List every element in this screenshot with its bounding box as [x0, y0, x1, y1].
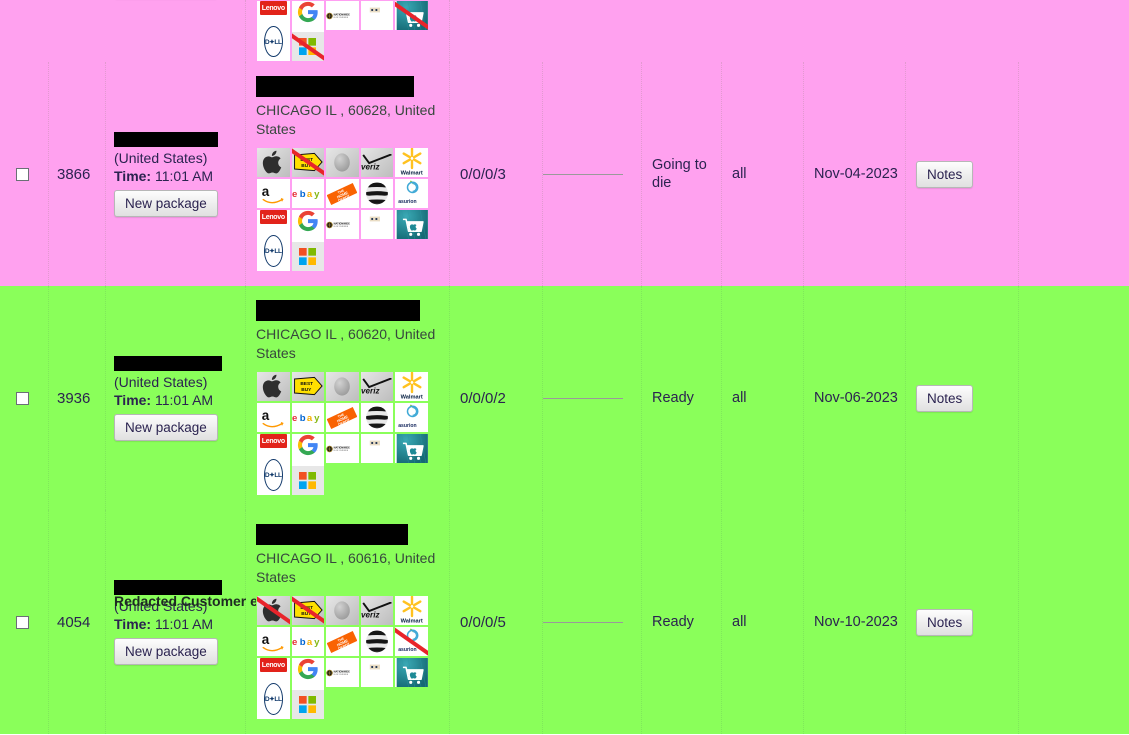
svg-text:a: a	[307, 413, 313, 424]
svg-text:y: y	[314, 189, 320, 200]
svg-text:IS ON YOUR SIDE: IS ON YOUR SIDE	[334, 226, 349, 228]
svg-text:IS ON YOUR SIDE: IS ON YOUR SIDE	[334, 17, 349, 19]
svg-text:a: a	[307, 637, 313, 648]
svg-text:Walmart: Walmart	[400, 619, 422, 625]
svg-text:veriz: veriz	[361, 610, 380, 618]
svg-text:NATIONWIDE: NATIONWIDE	[334, 445, 351, 449]
svg-text:NATIONWIDE: NATIONWIDE	[334, 221, 351, 225]
svg-text:PICKUP: PICKUP	[366, 456, 388, 462]
svg-text:e: e	[292, 413, 297, 424]
svg-text:asurion: asurion	[398, 199, 416, 205]
svg-text:NATIONWIDE: NATIONWIDE	[334, 12, 351, 16]
svg-text:asurion: asurion	[398, 647, 416, 653]
svg-text:asurion: asurion	[398, 423, 416, 429]
svg-text:b: b	[300, 413, 306, 424]
svg-text:e: e	[292, 189, 297, 200]
svg-text:Walmart: Walmart	[400, 171, 422, 177]
svg-text:y: y	[314, 413, 320, 424]
svg-text:b: b	[300, 189, 306, 200]
svg-text:STORE: STORE	[367, 450, 387, 456]
svg-text:e: e	[292, 637, 297, 648]
svg-text:BEST: BEST	[300, 381, 313, 387]
svg-text:veriz: veriz	[361, 386, 380, 394]
svg-text:STORE: STORE	[367, 16, 387, 22]
svg-text:NATIONWIDE: NATIONWIDE	[334, 669, 351, 673]
svg-text:a: a	[262, 408, 270, 423]
svg-text:BUY: BUY	[301, 387, 312, 393]
svg-text:STORE: STORE	[367, 674, 387, 680]
svg-text:IS ON YOUR SIDE: IS ON YOUR SIDE	[334, 450, 349, 452]
svg-text:PICKUP: PICKUP	[366, 232, 388, 238]
svg-text:a: a	[307, 189, 313, 200]
svg-text:a: a	[262, 632, 270, 647]
svg-text:Walmart: Walmart	[400, 395, 422, 401]
svg-text:STORE: STORE	[367, 226, 387, 232]
svg-text:IS ON YOUR SIDE: IS ON YOUR SIDE	[334, 674, 349, 676]
svg-text:veriz: veriz	[361, 162, 380, 170]
svg-text:PICKUP: PICKUP	[366, 680, 388, 686]
svg-text:a: a	[262, 184, 270, 199]
svg-text:y: y	[314, 637, 320, 648]
svg-text:PICKUP: PICKUP	[366, 22, 388, 28]
svg-text:b: b	[300, 637, 306, 648]
